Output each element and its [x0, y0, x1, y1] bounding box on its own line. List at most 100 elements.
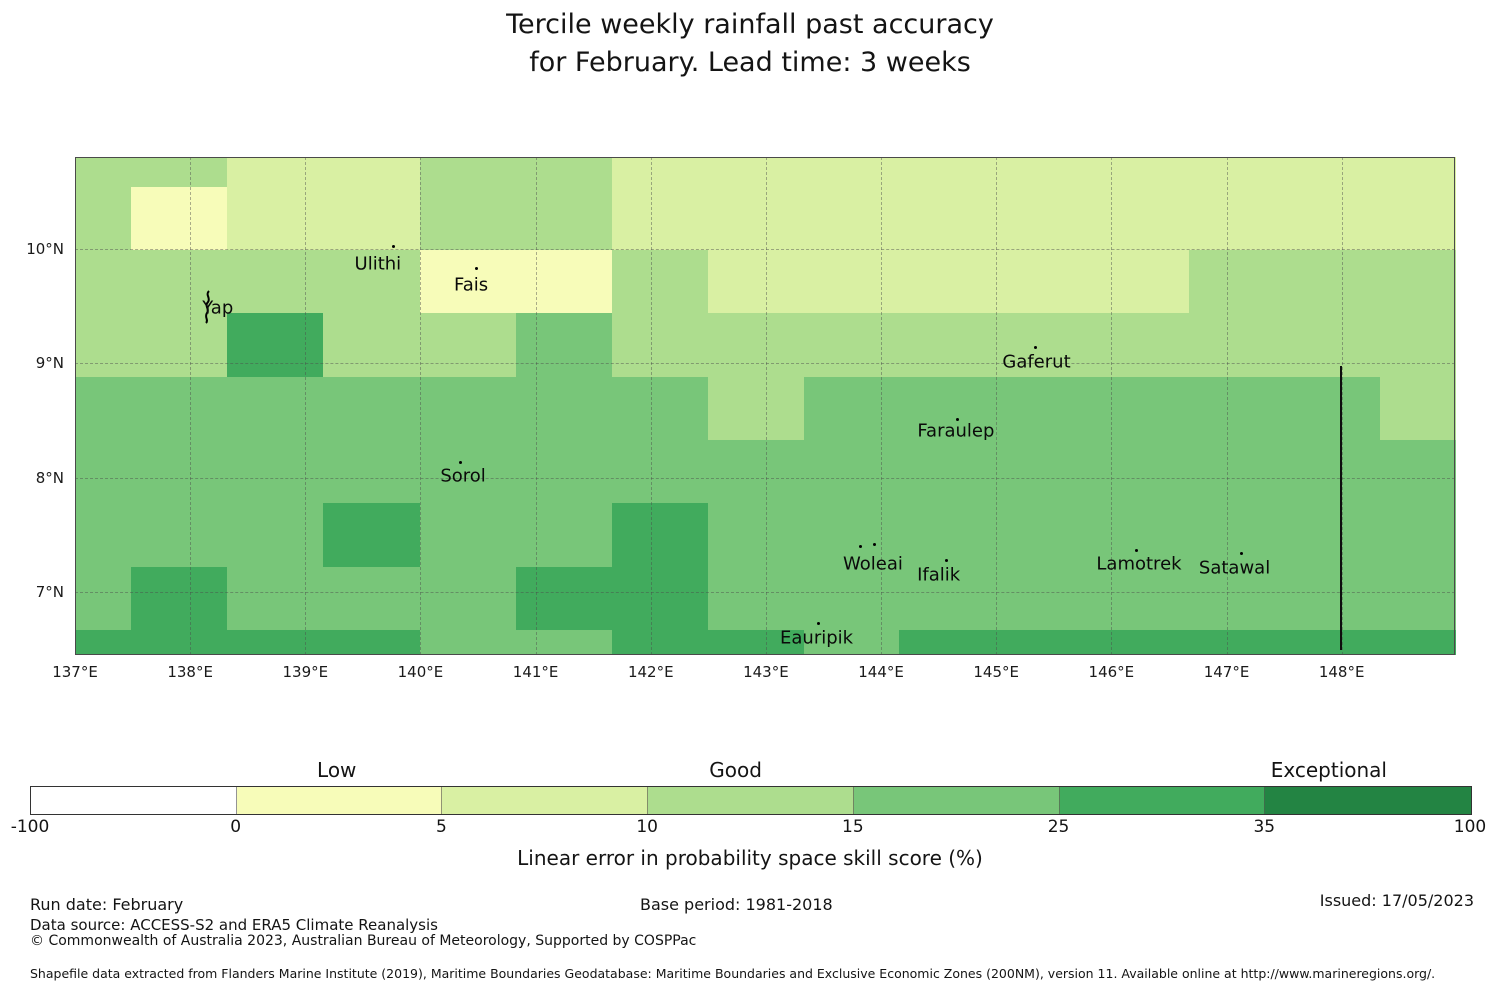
chart-title-line2: for February. Lead time: 3 weeks: [529, 47, 971, 78]
graticule-parallel: [75, 592, 1455, 594]
grid-cell: [131, 249, 228, 314]
grid-cell: [1091, 157, 1190, 188]
island-label: Yap: [202, 297, 234, 319]
grid-cell: [1091, 377, 1190, 441]
grid-cell: [131, 630, 228, 655]
graticule-meridian: [420, 157, 422, 655]
chart-title-line1: Tercile weekly rainfall past accuracy: [506, 9, 994, 40]
grid-cell: [1091, 630, 1190, 655]
graticule-meridian: [881, 157, 883, 655]
colorbar-tick-label: 10: [636, 817, 658, 837]
grid-cell: [708, 249, 805, 314]
grid-cell: [516, 157, 613, 188]
grid-cell: [708, 567, 805, 631]
x-axis-tick-label: 148°E: [1318, 663, 1365, 681]
grid-cell: [899, 157, 997, 188]
x-axis-tick-label: 140°E: [397, 663, 444, 681]
grid-cell: [899, 312, 997, 378]
colorbar: [30, 786, 1472, 815]
grid-cell: [899, 440, 997, 504]
grid-cell: [996, 186, 1093, 251]
grid-cell: [131, 440, 228, 504]
colorbar-tick-label: 15: [842, 817, 864, 837]
grid-cell: [803, 186, 901, 251]
grid-cell: [322, 567, 422, 631]
grid-cell: [1379, 312, 1457, 378]
grid-cell: [226, 377, 324, 441]
x-axis-tick-label: 138°E: [167, 663, 213, 681]
grid-cell: [75, 157, 133, 188]
island-dot: [945, 558, 949, 562]
graticule-meridian: [190, 157, 192, 655]
colorbar-tick-label: 0: [230, 817, 242, 837]
colorbar-tick-label: 100: [1453, 817, 1487, 837]
colorbar-category-label: Good: [709, 758, 762, 782]
issued-date-text: Issued: 17/05/2023: [1319, 891, 1474, 910]
grid-cell: [420, 377, 517, 441]
x-axis-tick-label: 144°E: [858, 663, 904, 681]
grid-cell: [708, 440, 805, 504]
island-dot: [1239, 552, 1243, 556]
grid-cell: [516, 249, 613, 314]
grid-cell: [996, 503, 1093, 568]
grid-cell: [516, 312, 613, 378]
eez-boundary-line: [1340, 365, 1343, 650]
island-dot: [1033, 345, 1037, 349]
x-axis-tick-label: 145°E: [973, 663, 1019, 681]
grid-cell: [1379, 503, 1457, 568]
shapefile-note-text: Shapefile data extracted from Flanders M…: [30, 966, 1436, 981]
grid-cell: [803, 440, 901, 504]
grid-cell: [516, 440, 613, 504]
grid-cell: [1284, 567, 1381, 631]
grid-cell: [708, 157, 805, 188]
grid-cell: [75, 567, 133, 631]
grid-cell: [1379, 440, 1457, 504]
copyright-text: © Commonwealth of Australia 2023, Austra…: [30, 933, 697, 949]
grid-cell: [899, 249, 997, 314]
grid-cell: [420, 157, 517, 188]
y-axis-tick-label: 9°N: [35, 354, 64, 373]
island-label: Sorol: [440, 465, 486, 487]
grid-cell: [75, 503, 133, 568]
graticule-meridian: [765, 157, 767, 655]
grid-cell: [996, 157, 1093, 188]
grid-cell: [611, 440, 709, 504]
grid-cell: [131, 377, 228, 441]
grid-cell: [1284, 312, 1381, 378]
grid-cell: [1379, 377, 1457, 441]
grid-cell: [1284, 157, 1381, 188]
grid-cell: [322, 312, 422, 378]
grid-cell: [611, 186, 709, 251]
island-dot: [1135, 548, 1139, 552]
grid-cell: [996, 249, 1093, 314]
grid-cell: [420, 186, 517, 251]
grid-cell: [611, 249, 709, 314]
grid-cell: [996, 377, 1093, 441]
grid-cell: [516, 186, 613, 251]
colorbar-segment: [1059, 787, 1266, 814]
grid-cell: [899, 186, 997, 251]
graticule-meridian: [305, 157, 307, 655]
grid-cell: [1091, 440, 1190, 504]
grid-cell: [226, 186, 324, 251]
grid-cell: [131, 567, 228, 631]
colorbar-category-label: Exceptional: [1270, 758, 1387, 782]
grid-cell: [75, 249, 133, 314]
grid-cell: [1188, 312, 1285, 378]
island-label: Lamotrek: [1096, 553, 1182, 575]
grid-cell: [420, 567, 517, 631]
graticule-meridian: [535, 157, 537, 655]
grid-cell: [1188, 503, 1285, 568]
grid-cell: [420, 249, 517, 314]
grid-cell: [226, 503, 324, 568]
grid-cell: [708, 312, 805, 378]
grid-cell: [996, 312, 1093, 378]
island-label: Faraulep: [917, 420, 995, 442]
grid-cell: [803, 503, 901, 568]
y-axis-tick-label: 8°N: [35, 468, 64, 487]
grid-cell: [1091, 312, 1190, 378]
grid-cell: [420, 630, 517, 655]
grid-cell: [226, 312, 324, 378]
grid-cell: [1379, 567, 1457, 631]
